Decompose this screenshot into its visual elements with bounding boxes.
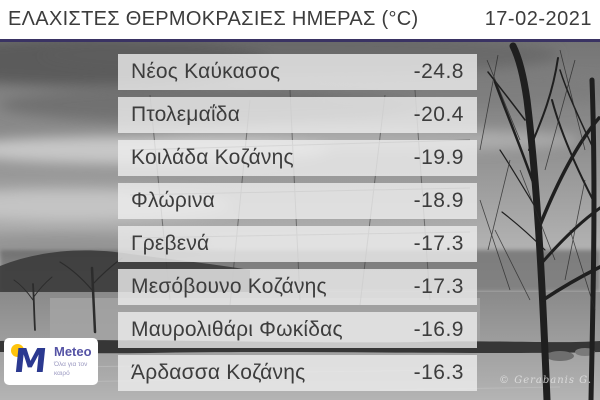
- table-row: Κοιλάδα Κοζάνης -19.9: [118, 140, 477, 176]
- table-row: Φλώρινα -18.9: [118, 183, 477, 219]
- location-label: Μαυρολιθάρι Φωκίδας: [131, 318, 343, 341]
- temperature-value: -17.3: [413, 275, 464, 298]
- temperature-value: -16.3: [413, 361, 464, 384]
- temperature-value: -17.3: [413, 232, 464, 255]
- location-label: Φλώρινα: [131, 189, 215, 212]
- table-row: Άρδασσα Κοζάνης -16.3: [118, 355, 477, 391]
- m-letter-icon: M: [12, 340, 49, 380]
- temperature-value: -20.4: [413, 103, 464, 126]
- logo-text: Meteo Όλα για τον καιρό: [54, 343, 94, 379]
- table-row: Νέος Καύκασος -24.8: [118, 54, 477, 90]
- location-label: Γρεβενά: [131, 232, 210, 255]
- page-title: ΕΛΑΧΙΣΤΕΣ ΘΕΡΜΟΚΡΑΣΙΕΣ ΗΜΕΡΑΣ (°C): [8, 8, 419, 30]
- temperature-value: -16.9: [413, 318, 464, 341]
- location-label: Μεσόβουνο Κοζάνης: [131, 275, 327, 298]
- table-row: Μαυρολιθάρι Φωκίδας -16.9: [118, 312, 477, 348]
- temperature-table: Νέος Καύκασος -24.8 Πτολεμαΐδα -20.4 Κοι…: [118, 54, 477, 391]
- location-label: Κοιλάδα Κοζάνης: [131, 146, 294, 169]
- location-label: Πτολεμαΐδα: [131, 103, 241, 126]
- yellow-dot-icon: [11, 343, 24, 357]
- header-bar: ΕΛΑΧΙΣΤΕΣ ΘΕΡΜΟΚΡΑΣΙΕΣ ΗΜΕΡΑΣ (°C) 17-02…: [0, 0, 600, 42]
- brand-tagline: Όλα για τον καιρό: [54, 360, 88, 377]
- meteo-logo: M Meteo Όλα για τον καιρό: [4, 338, 98, 385]
- table-row: Γρεβενά -17.3: [118, 226, 477, 262]
- brand-name: Meteo: [54, 343, 92, 359]
- table-row: Πτολεμαΐδα -20.4: [118, 97, 477, 133]
- table-row: Μεσόβουνο Κοζάνης -17.3: [118, 269, 477, 305]
- photo-credit: © Gerabanis G.: [499, 375, 592, 386]
- meteo-logo-mark: M: [11, 340, 49, 382]
- location-label: Νέος Καύκασος: [131, 60, 281, 83]
- temperature-value: -18.9: [413, 189, 464, 212]
- location-label: Άρδασσα Κοζάνης: [131, 361, 306, 384]
- date-label: 17-02-2021: [484, 8, 592, 30]
- temperature-value: -19.9: [413, 146, 464, 169]
- temperature-value: -24.8: [413, 60, 464, 83]
